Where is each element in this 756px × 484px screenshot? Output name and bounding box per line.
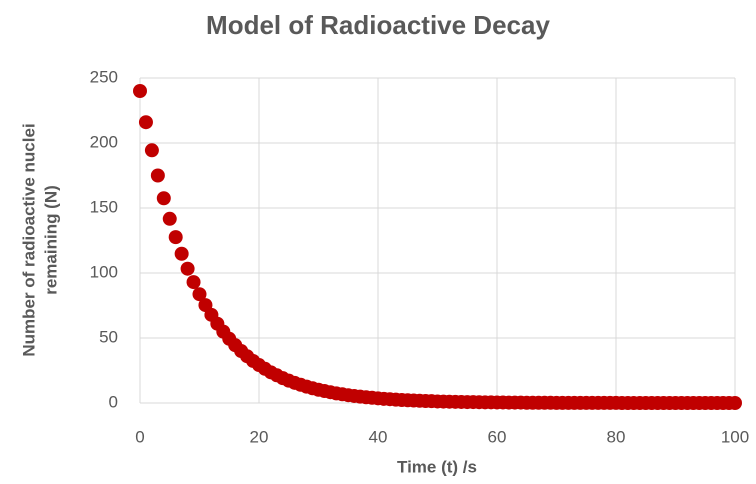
- y-tick-label: 150: [90, 197, 118, 216]
- data-point: [180, 261, 195, 276]
- data-point: [150, 168, 165, 183]
- x-tick-label: 60: [488, 427, 507, 446]
- x-tick-label: 0: [135, 427, 144, 446]
- x-tick-label: 100: [721, 427, 749, 446]
- data-point: [162, 211, 177, 226]
- x-axis-label: Time (t) /s: [397, 457, 477, 476]
- y-axis-label-line: remaining (N): [41, 185, 60, 295]
- data-point: [168, 230, 183, 245]
- y-tick-label: 200: [90, 132, 118, 151]
- data-point: [174, 246, 189, 261]
- y-tick-label: 0: [109, 392, 118, 411]
- data-point: [728, 396, 742, 410]
- data-point: [144, 143, 159, 158]
- data-point: [186, 275, 201, 290]
- x-tick-label: 20: [250, 427, 269, 446]
- y-axis-label-line: Number of radioactive nuclei: [19, 123, 38, 356]
- y-tick-label: 250: [90, 67, 118, 86]
- data-point: [192, 287, 207, 302]
- data-point: [133, 84, 147, 98]
- data-point: [156, 191, 171, 206]
- y-tick-label: 50: [99, 327, 118, 346]
- data-point: [138, 115, 153, 130]
- y-axis-label: Number of radioactive nuclei remaining (…: [19, 123, 60, 356]
- chart-title: Model of Radioactive Decay: [206, 10, 550, 40]
- x-tick-label: 80: [607, 427, 626, 446]
- y-tick-label: 100: [90, 262, 118, 281]
- x-tick-label: 40: [369, 427, 388, 446]
